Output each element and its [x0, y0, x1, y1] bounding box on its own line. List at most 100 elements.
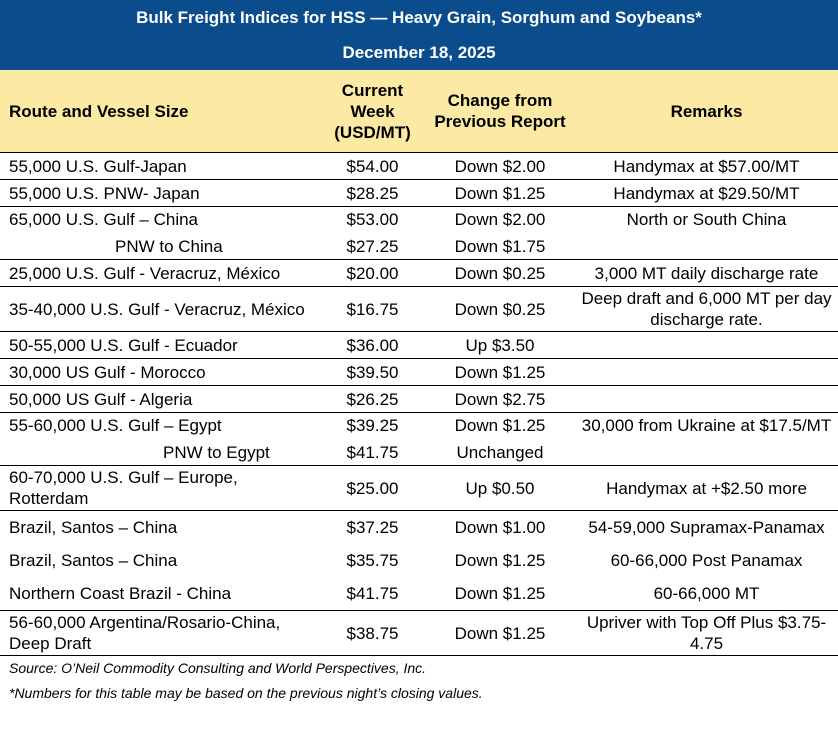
remarks-cell: 30,000 from Ukraine at $17.5/MT [575, 412, 838, 440]
change-cell: Down $1.25 [454, 584, 546, 603]
remarks-cell [575, 234, 838, 260]
row-group: 55,000 U.S. Gulf-Japan $54.00 Down $2.00 Ha… [0, 152, 838, 180]
row-group: 60-70,000 U.S. Gulf – Europe, Rotterdam $… [0, 465, 838, 511]
current-week-cell: $53.00 [320, 206, 425, 234]
change-cell: Down $1.75 [425, 234, 575, 260]
current-week-cell: $16.75 [320, 286, 425, 332]
current-week-cell: $38.75 [320, 610, 425, 655]
table-row: 55-60,000 U.S. Gulf – Egypt $39.25 Down $1… [0, 412, 838, 440]
remarks-cell: Deep draft and 6,000 MT per day discharg… [575, 286, 838, 332]
route-cell: Brazil, Santos – China [9, 551, 178, 570]
row-group: 30,000 US Gulf - Morocco $39.50 Down $1.25 [0, 358, 838, 386]
route-cell: 56-60,000 Argentina/Rosario-China, Deep … [0, 610, 320, 655]
route-cell: 60-70,000 U.S. Gulf – Europe, Rotterdam [0, 465, 320, 511]
row-group: 56-60,000 Argentina/Rosario-China, Deep … [0, 610, 838, 655]
table-row: 60-70,000 U.S. Gulf – Europe, Rotterdam $… [0, 465, 838, 511]
remarks-cell: Handymax at $29.50/MT [575, 179, 838, 207]
column-header: Remarks [575, 70, 838, 153]
current-week-cell: $25.00 [320, 465, 425, 511]
change-cell: Down $1.25 [454, 551, 546, 570]
source: Source: O’Neil Commodity Consulting and … [9, 660, 427, 676]
current-week-cell: $35.75 [346, 551, 399, 570]
change-cell: Down $1.25 [425, 358, 575, 386]
change: Down $2.00 [454, 210, 546, 229]
change-cell: Down $1.00 [425, 510, 575, 544]
table-row: 50-55,000 U.S. Gulf - Ecuador $36.00 Up $3… [0, 331, 838, 359]
current-week-cell: $20.00 [320, 259, 425, 287]
remarks-cell: 54-59,000 Supramax-Panamax [575, 510, 838, 544]
change-cell: Down $1.25 [425, 610, 575, 655]
remarks-cell: 3,000 MT daily discharge rate [575, 259, 838, 287]
change-cell: Down $1.25 [425, 179, 575, 207]
freight-table: Route and Vessel Size Current Week (USD/M… [0, 70, 838, 655]
route: 55-60,000 U.S. Gulf – Egypt [9, 416, 222, 435]
change-cell: Down $0.25 [425, 286, 575, 332]
change-cell: Down $1.25 [425, 412, 575, 440]
current-week: $41.75 [346, 443, 399, 462]
current-week-cell: $28.25 [320, 179, 425, 207]
route-cell: Northern Coast Brazil - China [9, 584, 232, 603]
freight-table-page: Bulk Freight Indices for HSS — Heavy Gra… [0, 0, 838, 706]
table-row: PNW to China $27.25 Down $1.75 [0, 234, 838, 260]
remarks-cell: Handymax at $57.00/MT [575, 152, 838, 180]
table-row: PNW to Egypt $41.75 Unchanged [0, 440, 838, 466]
title-band: Bulk Freight Indices for HSS — Heavy Gra… [0, 0, 838, 70]
note: *Numbers for this table may be based on … [9, 685, 483, 701]
route-cell: 50-55,000 U.S. Gulf - Ecuador [0, 331, 320, 359]
current-week-cell: $27.25 [320, 234, 425, 260]
change-cell: Down $2.75 [425, 385, 575, 413]
title: Bulk Freight Indices for HSS — Heavy Gra… [136, 8, 702, 27]
row-group: Brazil, Santos – China $37.25 Down $1.00 54… [0, 510, 838, 611]
change-cell: Down $2.00 [425, 206, 575, 234]
current-week-cell: $39.25 [320, 412, 425, 440]
table-row: 30,000 US Gulf - Morocco $39.50 Down $1.25 [0, 358, 838, 386]
current-week-cell: $37.25 [320, 510, 425, 544]
table-row: 25,000 U.S. Gulf - Veracruz, México $20.0… [0, 259, 838, 287]
change: Down $1.75 [454, 237, 546, 256]
remarks-cell [575, 385, 838, 413]
current-week-cell: $39.50 [320, 358, 425, 386]
change-cell: Up $3.50 [425, 331, 575, 359]
current-week-cell: $41.75 [346, 584, 399, 603]
remarks: 30,000 from Ukraine at $17.5/MT [581, 416, 832, 435]
route-cell: 35-40,000 U.S. Gulf - Veracruz, México [0, 286, 320, 332]
row-group: 35-40,000 U.S. Gulf - Veracruz, México $1… [0, 286, 838, 332]
table-row: 35-40,000 U.S. Gulf - Veracruz, México $1… [0, 286, 838, 332]
route-cell: 55-60,000 U.S. Gulf – Egypt [0, 412, 320, 440]
route-cell: 50,000 US Gulf - Algeria [0, 385, 320, 413]
current-week-cell: $54.00 [320, 152, 425, 180]
route: PNW to China [115, 237, 223, 256]
current-week-cell: $26.25 [320, 385, 425, 413]
column-header: Route and Vessel Size [0, 70, 320, 153]
current-week: $27.25 [346, 237, 399, 256]
route-cell: Brazil, Santos – China [0, 510, 320, 544]
change: Unchanged [456, 443, 544, 462]
route-cell: 25,000 U.S. Gulf - Veracruz, México [0, 259, 320, 287]
route-cell: 30,000 US Gulf - Morocco [0, 358, 320, 386]
remarks-cell: Handymax at +$2.50 more [575, 465, 838, 511]
table-row: Brazil, Santos – China $35.75 Down $1.25 60… [0, 544, 838, 577]
table-row: Brazil, Santos – China $37.25 Down $1.00 54… [0, 510, 838, 544]
table-row: 56-60,000 Argentina/Rosario-China, Deep … [0, 610, 838, 655]
table-row: 50,000 US Gulf - Algeria $26.25 Down $2.75 [0, 385, 838, 413]
remarks-cell [575, 358, 838, 386]
table-row: 55,000 U.S. PNW- Japan $28.25 Down $1.25 Ha… [0, 179, 838, 207]
row-group: 50,000 US Gulf - Algeria $26.25 Down $2.75 [0, 385, 838, 413]
route-cell: 55,000 U.S. PNW- Japan [0, 179, 320, 207]
change: Down $1.25 [454, 416, 546, 435]
remarks-cell: 60-66,000 MT [653, 584, 760, 603]
row-group: 55,000 U.S. PNW- Japan $28.25 Down $1.25 Ha… [0, 179, 838, 207]
change-cell: Down $0.25 [425, 259, 575, 287]
footer: Source: O’Neil Commodity Consulting and … [0, 655, 838, 706]
remarks-cell [575, 440, 838, 466]
route: PNW to Egypt [163, 443, 270, 462]
remarks-cell: 60-66,000 Post Panamax [610, 551, 803, 570]
column-header: Change from Previous Report [425, 70, 575, 153]
route-cell: 55,000 U.S. Gulf-Japan [0, 152, 320, 180]
route-cell: PNW to China [0, 234, 320, 260]
change-cell: Down $2.00 [425, 152, 575, 180]
row-group: 55-60,000 U.S. Gulf – Egypt $39.25 Down $1… [0, 412, 838, 466]
change-cell: Up $0.50 [425, 465, 575, 511]
row-group: 25,000 U.S. Gulf - Veracruz, México $20.0… [0, 259, 838, 287]
current-week: $39.25 [346, 416, 399, 435]
